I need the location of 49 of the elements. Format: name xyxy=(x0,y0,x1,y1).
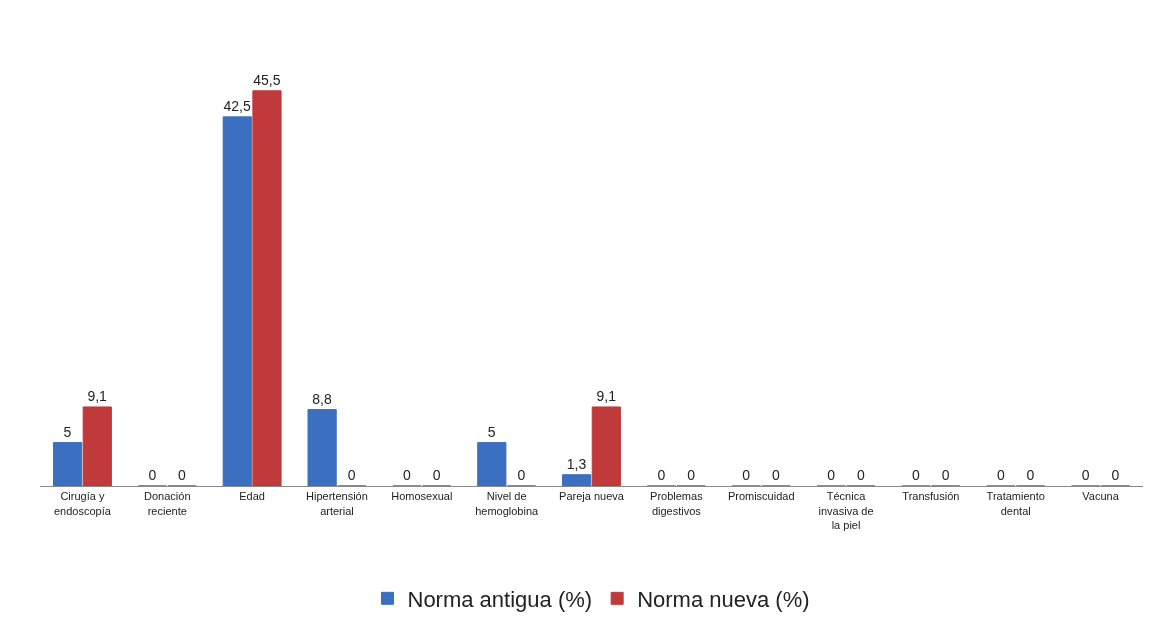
data-label: 0 xyxy=(402,467,411,483)
data-label: 0 xyxy=(347,467,356,483)
data-label: 8,8 xyxy=(312,390,332,407)
bar xyxy=(591,406,621,486)
data-label: 0 xyxy=(1111,467,1120,483)
x-tick-label: Edad xyxy=(239,490,265,503)
data-label: 0 xyxy=(742,467,751,483)
data-label: 0 xyxy=(148,467,157,483)
data-label: 0 xyxy=(912,467,921,483)
bar xyxy=(82,406,112,486)
data-label: 0 xyxy=(772,467,781,483)
data-label: 5 xyxy=(63,423,72,440)
data-label: 0 xyxy=(517,467,526,483)
x-tick-label: Técnica invasiva de la piel xyxy=(818,490,874,531)
x-tick-label: Problemas digestivos xyxy=(650,490,704,517)
bar xyxy=(222,116,252,486)
x-tick-label: Cirugía y endoscopía xyxy=(53,490,112,517)
data-label: 0 xyxy=(178,467,187,483)
data-label: 0 xyxy=(941,467,950,483)
data-label: 0 xyxy=(687,467,696,483)
data-label: 0 xyxy=(996,467,1005,483)
x-tick-label: Nivel de hemoglobina xyxy=(475,490,540,517)
bar xyxy=(52,442,83,486)
data-label: 1,3 xyxy=(566,455,587,472)
data-label: 45,5 xyxy=(253,71,281,88)
x-tick-label: Transfusión xyxy=(902,490,960,503)
x-tick-label: Homosexual xyxy=(391,490,453,503)
data-label: 42,5 xyxy=(223,97,251,114)
x-tick-label: Pareja nueva xyxy=(559,490,625,503)
data-label: 9,1 xyxy=(87,387,108,404)
data-label: 5 xyxy=(487,423,496,440)
legend-label: Norma antigua (%) xyxy=(407,586,593,612)
bar xyxy=(307,409,337,486)
data-label: 9,1 xyxy=(596,387,617,404)
bar xyxy=(562,474,592,486)
x-tick-label: Promiscuidad xyxy=(727,490,795,503)
bar xyxy=(477,442,507,486)
x-tick-label: Tratamiento dental xyxy=(986,490,1045,517)
legend-label: Norma nueva (%) xyxy=(637,586,810,612)
x-tick-label: Donación reciente xyxy=(144,490,191,517)
data-label: 0 xyxy=(432,467,441,483)
x-tick-label: Hipertensión arterial xyxy=(306,490,368,517)
data-label: 0 xyxy=(1026,467,1035,483)
data-label: 0 xyxy=(1081,467,1090,483)
bar xyxy=(252,90,282,486)
x-tick-label: Vacuna xyxy=(1082,490,1120,503)
data-label: 0 xyxy=(827,467,836,483)
data-label: 0 xyxy=(657,467,666,483)
data-label: 0 xyxy=(856,467,865,483)
